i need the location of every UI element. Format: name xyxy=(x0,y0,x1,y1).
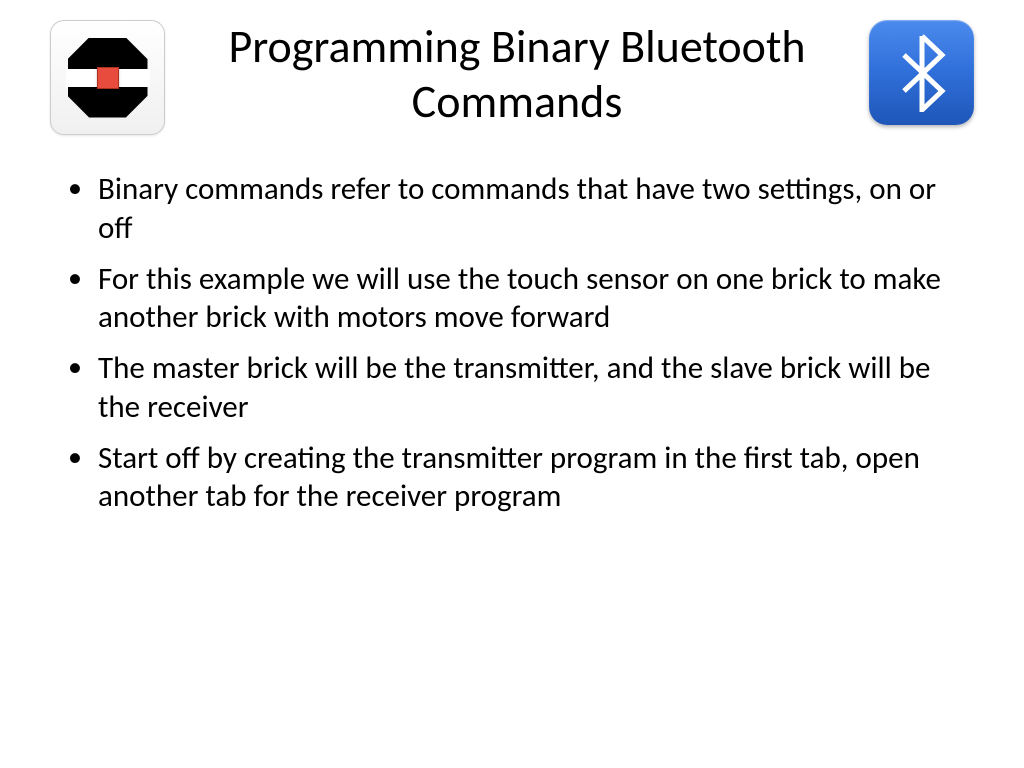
header-row: Programming Binary Bluetooth Commands xyxy=(50,20,974,140)
bluetooth-glyph xyxy=(898,34,946,112)
bullet-item: For this example we will use the touch s… xyxy=(60,260,969,338)
bluetooth-icon xyxy=(869,20,974,125)
nxt-brick-icon xyxy=(50,20,165,135)
nxt-brick-icon-inner xyxy=(68,38,148,118)
bullet-item: Binary commands refer to commands that h… xyxy=(60,170,969,248)
slide-container: Programming Binary Bluetooth Commands Bi… xyxy=(0,0,1024,768)
bullet-list: Binary commands refer to commands that h… xyxy=(60,170,969,516)
slide-title: Programming Binary Bluetooth Commands xyxy=(165,20,869,130)
red-center-square xyxy=(97,67,119,89)
bullet-item: Start off by creating the transmitter pr… xyxy=(60,439,969,517)
bullet-item: The master brick will be the transmitter… xyxy=(60,349,969,427)
slide-content: Binary commands refer to commands that h… xyxy=(50,160,974,516)
